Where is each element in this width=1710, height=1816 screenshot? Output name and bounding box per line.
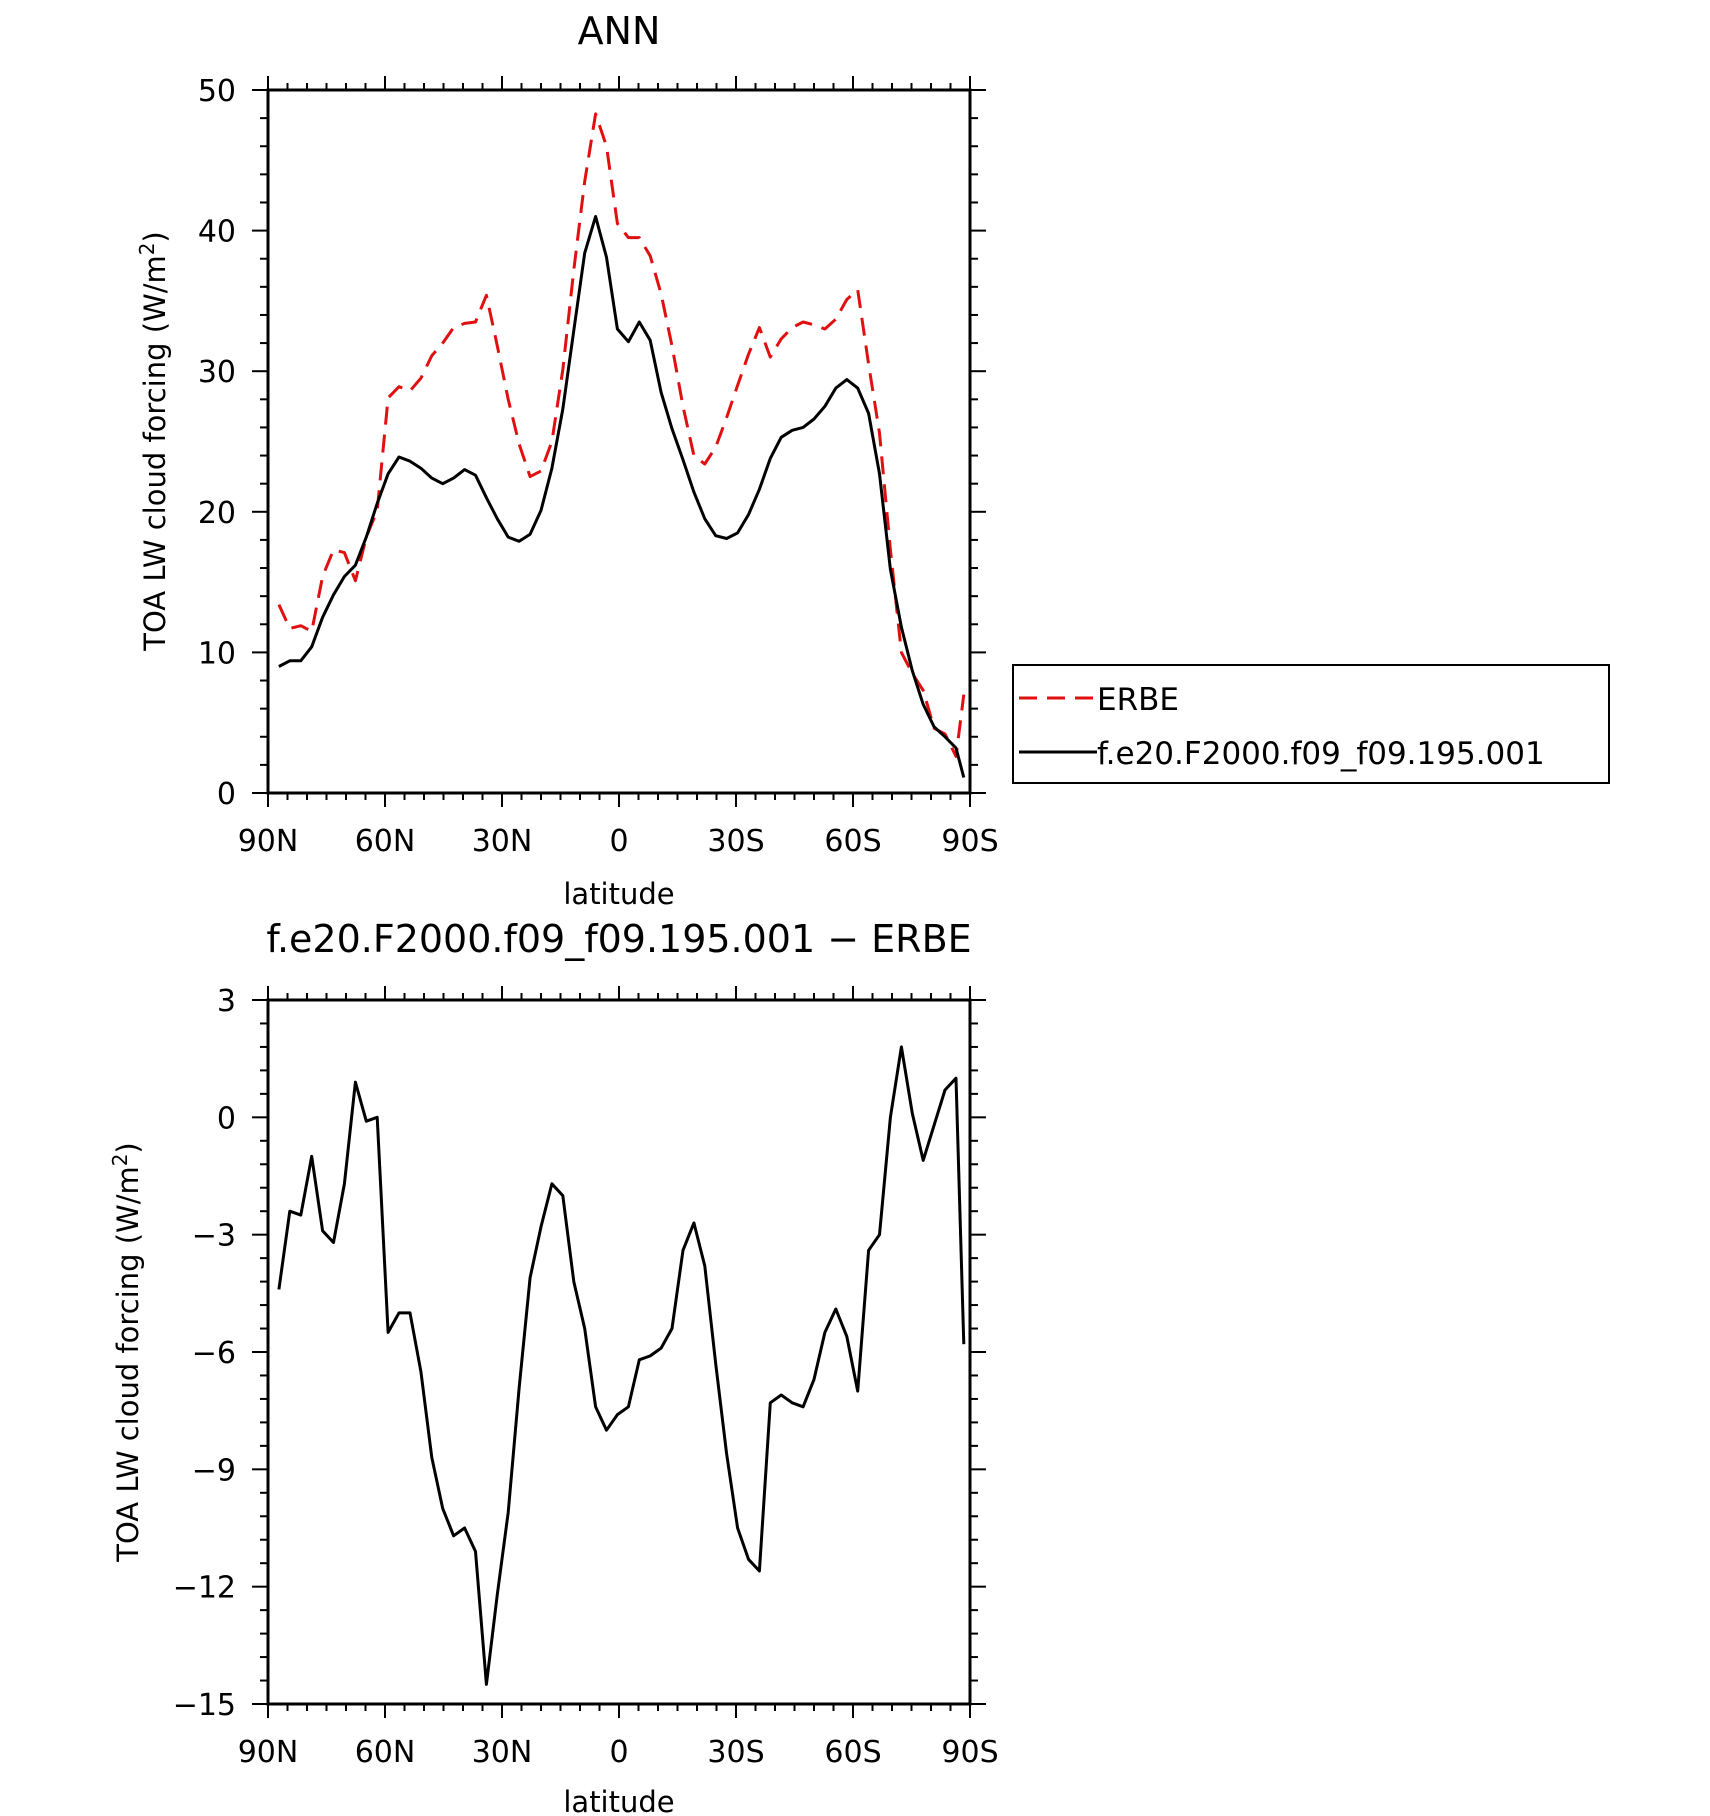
bottom-y-tick-label: −6 [192, 1336, 236, 1371]
top-panel-title: ANN [578, 9, 661, 53]
top-x-tick-label: 60N [355, 824, 416, 859]
top-x-tick-label: 30N [472, 824, 533, 859]
top-y-tick-label: 40 [198, 215, 236, 250]
bottom-plot-frame [266, 998, 972, 1706]
bottom-y-tick-label: −12 [173, 1571, 236, 1606]
bottom-y-tick-label: 3 [217, 984, 236, 1019]
top-y-axis-label-end: ) [138, 231, 172, 242]
top-series-line-f-e20-f2000-f09-f09-195-001 [278, 215, 966, 778]
bottom-x-tick-label: 60S [824, 1735, 881, 1770]
bottom-x-tick-label: 90S [941, 1735, 998, 1770]
top-x-axis-label: latitude [563, 877, 674, 911]
bottom-y-tick-label: −3 [192, 1219, 236, 1254]
top-x-tick-label: 90N [238, 824, 299, 859]
bottom-series-line-difference [277, 1045, 966, 1686]
bottom-y-axis-label-sup: 2 [108, 1154, 132, 1167]
bottom-x-tick-label: 0 [609, 1735, 628, 1770]
top-panel: ANN 90N 60N 30N 0 30S 60S 90S 0 10 20 30 40 50 latit… [135, 9, 999, 911]
bottom-y-axis-label-text: TOA LW cloud forcing (W/m [111, 1166, 145, 1562]
legend-label-model: f.e20.F2000.f09_f09.195.001 [1097, 736, 1545, 772]
top-x-tick-label: 90S [941, 824, 998, 859]
bottom-panel-series [277, 1045, 966, 1686]
legend: ERBE f.e20.F2000.f09_f09.195.001 [1012, 664, 1610, 784]
bottom-x-axis-label: latitude [563, 1785, 674, 1816]
top-x-tick-label: 0 [609, 824, 628, 859]
legend-label-erbe: ERBE [1097, 682, 1179, 718]
bottom-x-tick-label: 30S [707, 1735, 764, 1770]
bottom-x-tick-label: 90N [238, 1735, 299, 1770]
bottom-y-axis-label: TOA LW cloud forcing (W/m2) [108, 1142, 145, 1563]
bottom-panel-title: f.e20.F2000.f09_f09.195.001 − ERBE [266, 917, 971, 961]
top-y-axis-label-sup: 2 [135, 243, 159, 256]
bottom-y-tick-label: −15 [173, 1688, 236, 1723]
bottom-panel-ticks: 90N 60N 30N 0 30S 60S 90S 3 0 −3 −6 −9 −12 −15 [173, 984, 999, 1770]
legend-box [1012, 664, 1610, 784]
bottom-x-tick-label: 60N [355, 1735, 416, 1770]
top-x-tick-label: 30S [707, 824, 764, 859]
bottom-y-tick-label: −9 [192, 1453, 236, 1488]
bottom-y-axis-label-end: ) [111, 1142, 145, 1153]
top-y-tick-label: 30 [198, 355, 236, 390]
top-panel-series [277, 112, 966, 778]
bottom-panel: f.e20.F2000.f09_f09.195.001 − ERBE 90N 60… [108, 917, 999, 1816]
top-y-tick-label: 0 [217, 777, 236, 812]
top-y-tick-label: 50 [198, 74, 236, 109]
top-x-tick-label: 60S [824, 824, 881, 859]
top-y-tick-label: 10 [198, 636, 236, 671]
top-y-axis-label-text: TOA LW cloud forcing (W/m [138, 255, 172, 651]
top-y-axis-label: TOA LW cloud forcing (W/m2) [135, 231, 172, 652]
top-y-tick-label: 20 [198, 496, 236, 531]
bottom-x-tick-label: 30N [472, 1735, 533, 1770]
bottom-y-tick-label: 0 [217, 1101, 236, 1136]
top-plot-frame [266, 88, 972, 795]
top-series-line-erbe [277, 112, 966, 758]
